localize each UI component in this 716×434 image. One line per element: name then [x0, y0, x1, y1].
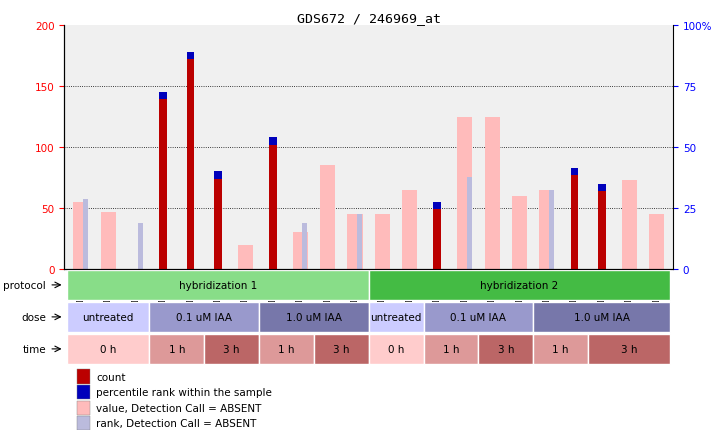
Bar: [187, 53, 194, 269]
Bar: [73, 202, 89, 269]
Text: 1.0 uM IAA: 1.0 uM IAA: [286, 312, 342, 322]
Bar: [433, 202, 441, 269]
Bar: [457, 117, 473, 269]
Bar: [259, 302, 369, 332]
Text: protocol: protocol: [4, 280, 46, 290]
Bar: [485, 117, 500, 269]
Text: 3 h: 3 h: [333, 344, 349, 354]
Bar: [571, 168, 579, 176]
Bar: [269, 138, 276, 269]
Bar: [150, 302, 259, 332]
Bar: [238, 245, 253, 269]
Bar: [433, 202, 441, 210]
Bar: [293, 233, 308, 269]
Bar: [347, 214, 362, 269]
Bar: [320, 166, 335, 269]
Bar: [424, 302, 533, 332]
Bar: [369, 335, 424, 364]
Text: 1.0 uM IAA: 1.0 uM IAA: [574, 312, 630, 322]
Text: hybridization 1: hybridization 1: [179, 280, 257, 290]
Bar: [369, 302, 424, 332]
Bar: [598, 184, 606, 191]
Text: count: count: [96, 372, 125, 381]
Bar: [649, 214, 664, 269]
Text: time: time: [23, 344, 46, 354]
Text: 0.1 uM IAA: 0.1 uM IAA: [450, 312, 506, 322]
Text: 3 h: 3 h: [621, 344, 637, 354]
Bar: [159, 93, 167, 100]
Bar: [533, 335, 588, 364]
Bar: [402, 190, 417, 269]
Bar: [159, 93, 167, 269]
Bar: [67, 335, 150, 364]
Bar: [549, 190, 554, 269]
Bar: [101, 212, 116, 269]
Bar: [598, 184, 606, 269]
Bar: [621, 181, 637, 269]
Text: rank, Detection Call = ABSENT: rank, Detection Call = ABSENT: [96, 418, 256, 428]
Bar: [375, 214, 390, 269]
Bar: [467, 178, 472, 269]
Bar: [533, 302, 670, 332]
Bar: [83, 200, 88, 269]
Text: 1 h: 1 h: [168, 344, 185, 354]
Bar: [512, 196, 527, 269]
Text: 1 h: 1 h: [279, 344, 295, 354]
Bar: [67, 302, 150, 332]
Bar: [77, 401, 90, 415]
Text: dose: dose: [21, 312, 46, 322]
Bar: [357, 214, 362, 269]
Bar: [77, 416, 90, 430]
Text: hybridization 2: hybridization 2: [480, 280, 558, 290]
Text: 1 h: 1 h: [552, 344, 569, 354]
Text: untreated: untreated: [82, 312, 134, 322]
Text: 0.1 uM IAA: 0.1 uM IAA: [176, 312, 232, 322]
Text: 1 h: 1 h: [442, 344, 459, 354]
Bar: [204, 335, 259, 364]
Text: 0 h: 0 h: [100, 344, 117, 354]
Bar: [314, 335, 369, 364]
Bar: [77, 370, 90, 384]
Bar: [214, 172, 222, 179]
Bar: [187, 53, 194, 60]
Text: 0 h: 0 h: [388, 344, 405, 354]
Bar: [77, 385, 90, 399]
Text: percentile rank within the sample: percentile rank within the sample: [96, 387, 272, 397]
Title: GDS672 / 246969_at: GDS672 / 246969_at: [296, 12, 441, 25]
Bar: [214, 172, 222, 269]
Text: 3 h: 3 h: [223, 344, 240, 354]
Bar: [369, 270, 670, 300]
Bar: [588, 335, 670, 364]
Bar: [67, 270, 369, 300]
Bar: [269, 138, 276, 145]
Bar: [478, 335, 533, 364]
Text: value, Detection Call = ABSENT: value, Detection Call = ABSENT: [96, 403, 261, 413]
Bar: [571, 168, 579, 269]
Bar: [424, 335, 478, 364]
Bar: [137, 223, 142, 269]
Bar: [150, 335, 204, 364]
Text: untreated: untreated: [370, 312, 422, 322]
Bar: [539, 190, 554, 269]
Text: 3 h: 3 h: [498, 344, 514, 354]
Bar: [302, 223, 307, 269]
Bar: [259, 335, 314, 364]
